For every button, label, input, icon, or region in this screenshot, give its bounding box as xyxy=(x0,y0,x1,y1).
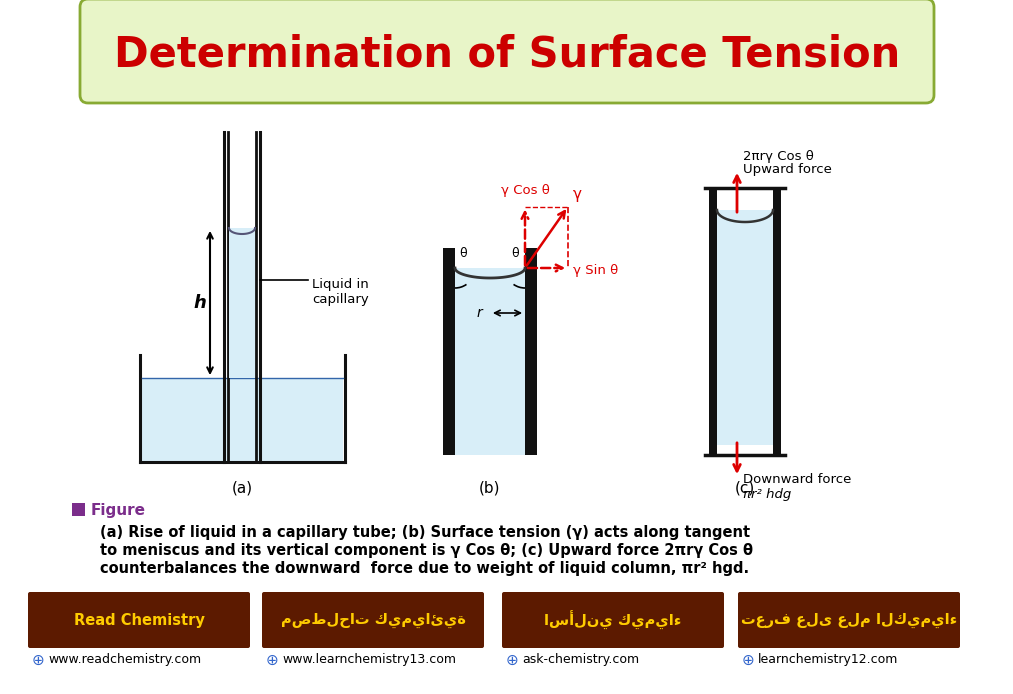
Text: Upward force: Upward force xyxy=(743,163,832,176)
Text: (a): (a) xyxy=(231,480,252,496)
Text: Read Chemistry: Read Chemistry xyxy=(74,613,205,627)
Text: γ: γ xyxy=(573,187,582,201)
Text: counterbalances the downward  force due to weight of liquid column, πr² hgd.: counterbalances the downward force due t… xyxy=(100,561,750,576)
Text: Determination of Surface Tension: Determination of Surface Tension xyxy=(113,33,901,75)
Text: γ Cos θ: γ Cos θ xyxy=(500,184,549,196)
FancyBboxPatch shape xyxy=(28,592,250,648)
Bar xyxy=(525,248,537,455)
Text: ⊕: ⊕ xyxy=(32,652,45,668)
Text: 2πrγ Cos θ: 2πrγ Cos θ xyxy=(743,150,813,163)
Text: to meniscus and its vertical component is γ Cos θ; (c) Upward force 2πrγ Cos θ: to meniscus and its vertical component i… xyxy=(100,543,753,558)
Bar xyxy=(455,268,525,455)
Text: www.learnchemistry13.com: www.learnchemistry13.com xyxy=(282,654,456,666)
Text: Downward force: Downward force xyxy=(743,473,851,486)
Bar xyxy=(709,188,717,455)
Bar xyxy=(72,503,85,516)
Bar xyxy=(443,248,455,455)
Text: تعرف على علم الكيمياء: تعرف على علم الكيمياء xyxy=(741,612,957,627)
Text: ⊕: ⊕ xyxy=(742,652,755,668)
Bar xyxy=(142,378,343,462)
FancyBboxPatch shape xyxy=(502,592,724,648)
Text: www.readchemistry.com: www.readchemistry.com xyxy=(48,654,202,666)
Text: (b): (b) xyxy=(479,480,500,496)
Text: ask-chemistry.com: ask-chemistry.com xyxy=(522,654,639,666)
FancyBboxPatch shape xyxy=(262,592,484,648)
Text: (c): (c) xyxy=(734,480,755,496)
Text: θ: θ xyxy=(459,246,467,260)
Text: Liquid in
capillary: Liquid in capillary xyxy=(312,278,369,306)
Text: πr² hdg: πr² hdg xyxy=(743,488,791,501)
Text: learnchemistry12.com: learnchemistry12.com xyxy=(758,654,899,666)
Text: γ Sin θ: γ Sin θ xyxy=(573,264,618,276)
Text: ⊕: ⊕ xyxy=(506,652,519,668)
Text: (a) Rise of liquid in a capillary tube; (b) Surface tension (γ) acts along tange: (a) Rise of liquid in a capillary tube; … xyxy=(100,525,750,540)
Text: r: r xyxy=(476,306,482,320)
Text: Figure: Figure xyxy=(91,502,146,518)
Bar xyxy=(717,210,773,445)
FancyBboxPatch shape xyxy=(80,0,934,103)
Text: اسألني كيمياء: اسألني كيمياء xyxy=(544,611,682,629)
Bar xyxy=(773,188,781,455)
Text: θ: θ xyxy=(512,246,519,260)
FancyBboxPatch shape xyxy=(738,592,960,648)
Text: h: h xyxy=(193,294,207,312)
Text: مصطلحات كيميائية: مصطلحات كيميائية xyxy=(281,612,465,627)
Text: ⊕: ⊕ xyxy=(266,652,279,668)
Bar xyxy=(229,228,255,378)
